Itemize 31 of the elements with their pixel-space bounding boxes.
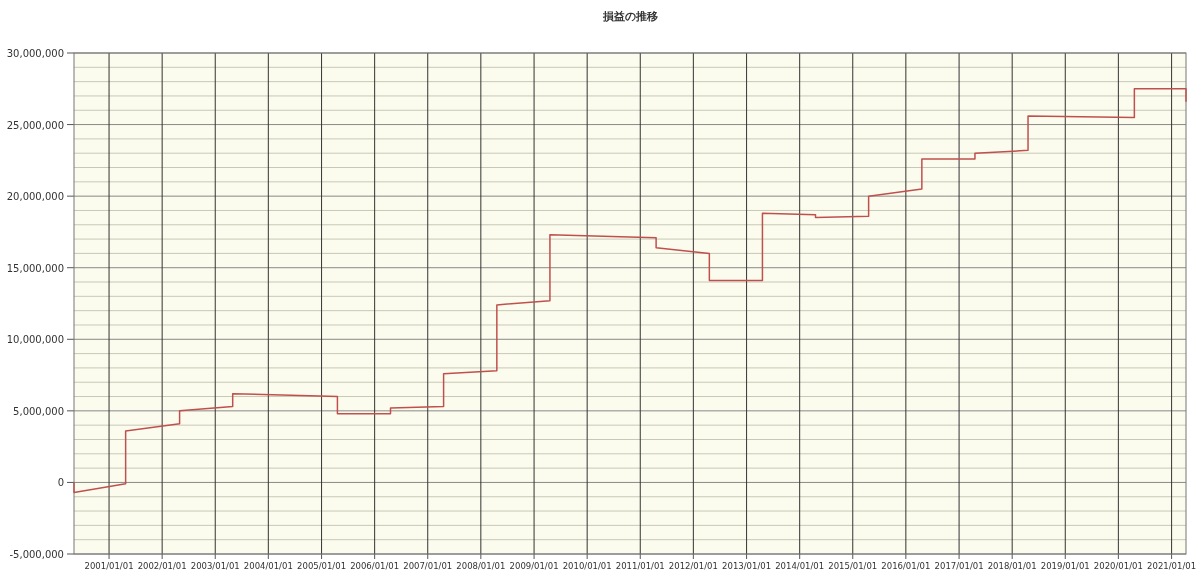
x-tick-label: 2012/01/01 — [668, 561, 718, 571]
x-tick-label: 2008/01/01 — [456, 561, 506, 571]
x-tick-label: 2010/01/01 — [562, 561, 612, 571]
x-tick-label: 2006/01/01 — [350, 561, 400, 571]
x-tick-label: 2016/01/01 — [881, 561, 931, 571]
x-tick-label: 2007/01/01 — [403, 561, 453, 571]
x-tick-label: 2021/01/01 — [1147, 561, 1197, 571]
x-tick-label: 2020/01/01 — [1093, 561, 1143, 571]
x-tick-label: 2004/01/01 — [243, 561, 293, 571]
y-tick-label: 25,000,000 — [6, 119, 64, 131]
y-tick-label: -5,000,000 — [9, 549, 64, 560]
x-tick-label: 2013/01/01 — [722, 561, 772, 571]
y-tick-label: 20,000,000 — [6, 191, 64, 203]
x-tick-label: 2001/01/01 — [84, 561, 134, 571]
x-tick-label: 2017/01/01 — [934, 561, 984, 571]
x-tick-label: 2019/01/01 — [1040, 561, 1090, 571]
y-tick-label: 0 — [57, 477, 64, 489]
y-tick-label: 15,000,000 — [6, 262, 64, 274]
x-tick-label: 2011/01/01 — [615, 561, 665, 571]
x-tick-label: 2005/01/01 — [297, 561, 347, 571]
x-tick-label: 2015/01/01 — [828, 561, 878, 571]
x-tick-label: 2003/01/01 — [190, 561, 240, 571]
x-tick-label: 2002/01/01 — [137, 561, 187, 571]
y-tick-label: 5,000,000 — [13, 405, 64, 417]
x-tick-label: 2014/01/01 — [775, 561, 825, 571]
chart-title: 損益の推移 — [601, 10, 658, 23]
line-series — [73, 88, 1187, 494]
y-tick-label: 30,000,000 — [6, 48, 64, 59]
x-tick-label: 2018/01/01 — [987, 561, 1037, 571]
y-tick-label: 10,000,000 — [6, 334, 64, 346]
x-tick-label: 2009/01/01 — [509, 561, 559, 571]
